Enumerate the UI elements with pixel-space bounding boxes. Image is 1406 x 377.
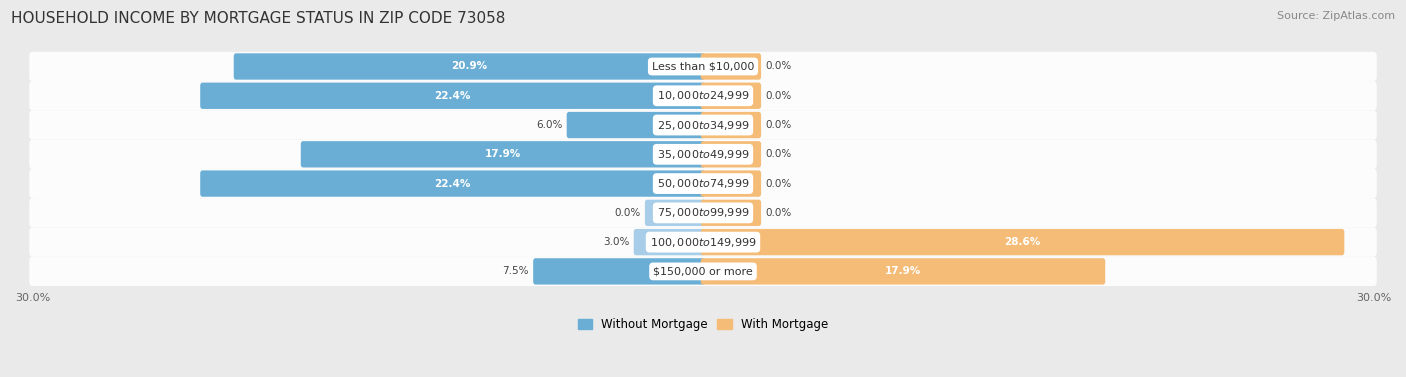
FancyBboxPatch shape [700,170,761,197]
Text: $10,000 to $24,999: $10,000 to $24,999 [657,89,749,102]
FancyBboxPatch shape [200,83,706,109]
Text: 22.4%: 22.4% [434,179,471,188]
FancyBboxPatch shape [30,139,1376,169]
FancyBboxPatch shape [200,170,706,197]
FancyBboxPatch shape [30,81,1376,110]
Text: 7.5%: 7.5% [502,267,529,276]
Text: 3.0%: 3.0% [603,237,630,247]
Text: 0.0%: 0.0% [766,208,792,218]
FancyBboxPatch shape [567,112,706,138]
FancyBboxPatch shape [700,200,761,226]
Text: Less than $10,000: Less than $10,000 [652,61,754,72]
FancyBboxPatch shape [700,141,761,167]
Text: 6.0%: 6.0% [536,120,562,130]
FancyBboxPatch shape [301,141,706,167]
FancyBboxPatch shape [30,52,1376,81]
Text: 20.9%: 20.9% [451,61,488,72]
Text: HOUSEHOLD INCOME BY MORTGAGE STATUS IN ZIP CODE 73058: HOUSEHOLD INCOME BY MORTGAGE STATUS IN Z… [11,11,506,26]
Text: 17.9%: 17.9% [485,149,522,159]
Text: 17.9%: 17.9% [884,267,921,276]
Text: $25,000 to $34,999: $25,000 to $34,999 [657,118,749,132]
FancyBboxPatch shape [30,257,1376,286]
FancyBboxPatch shape [634,229,706,255]
Text: 28.6%: 28.6% [1004,237,1040,247]
Text: 0.0%: 0.0% [766,179,792,188]
Text: 0.0%: 0.0% [766,91,792,101]
Text: $50,000 to $74,999: $50,000 to $74,999 [657,177,749,190]
Text: 0.0%: 0.0% [766,149,792,159]
Legend: Without Mortgage, With Mortgage: Without Mortgage, With Mortgage [574,313,832,336]
FancyBboxPatch shape [700,112,761,138]
Text: 0.0%: 0.0% [766,120,792,130]
FancyBboxPatch shape [30,198,1376,227]
FancyBboxPatch shape [700,258,1105,285]
FancyBboxPatch shape [700,53,761,80]
FancyBboxPatch shape [233,53,706,80]
FancyBboxPatch shape [533,258,706,285]
FancyBboxPatch shape [30,169,1376,198]
Text: Source: ZipAtlas.com: Source: ZipAtlas.com [1277,11,1395,21]
FancyBboxPatch shape [30,227,1376,257]
Text: 0.0%: 0.0% [614,208,640,218]
FancyBboxPatch shape [700,83,761,109]
Text: $150,000 or more: $150,000 or more [654,267,752,276]
FancyBboxPatch shape [30,110,1376,139]
Text: 0.0%: 0.0% [766,61,792,72]
FancyBboxPatch shape [700,229,1344,255]
Text: 22.4%: 22.4% [434,91,471,101]
Text: $35,000 to $49,999: $35,000 to $49,999 [657,148,749,161]
FancyBboxPatch shape [645,200,706,226]
Text: $75,000 to $99,999: $75,000 to $99,999 [657,206,749,219]
Text: $100,000 to $149,999: $100,000 to $149,999 [650,236,756,248]
